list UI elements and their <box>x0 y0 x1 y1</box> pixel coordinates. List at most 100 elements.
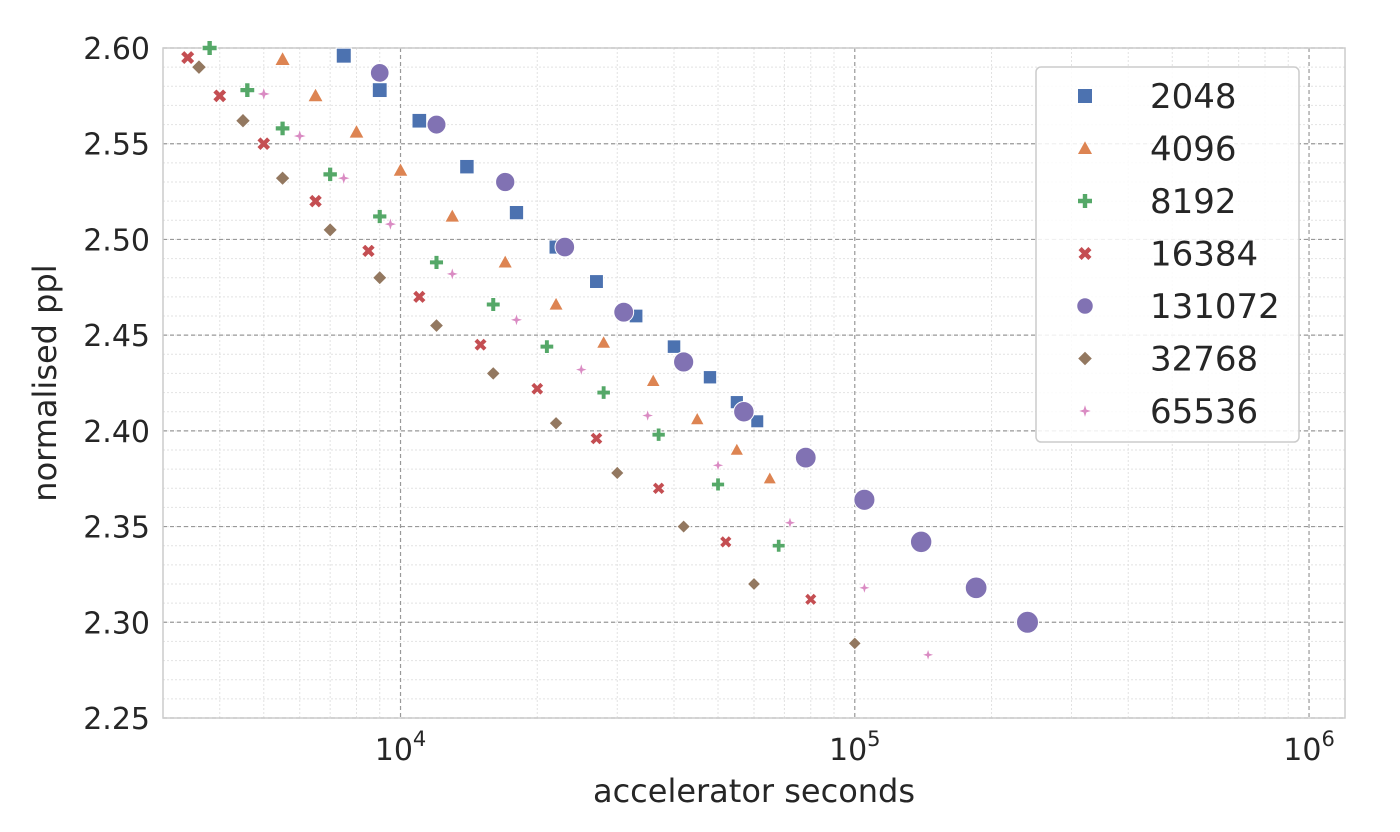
legend-marker <box>1077 245 1093 262</box>
data-point <box>190 58 208 76</box>
data-point <box>609 465 625 481</box>
data-point <box>718 534 733 549</box>
y-tick-label: 2.30 <box>83 606 150 641</box>
data-point <box>676 519 692 534</box>
data-point <box>919 646 937 663</box>
data-point <box>485 297 501 312</box>
data-point <box>733 400 755 423</box>
data-point <box>771 538 786 553</box>
data-point <box>211 88 228 104</box>
data-point <box>274 170 291 187</box>
legend-marker <box>1076 139 1094 155</box>
data-point <box>239 82 256 99</box>
data-point <box>964 576 988 600</box>
data-point <box>651 481 666 496</box>
series-131072 <box>369 63 1039 634</box>
x-tick-label: 106 <box>1283 727 1335 768</box>
data-point <box>371 269 388 286</box>
y-axis: 2.25 2.30 2.35 2.40 2.45 2.50 2.55 2.60 <box>83 32 150 737</box>
data-point <box>459 158 475 175</box>
series-16384 <box>179 49 818 607</box>
legend-marker <box>1075 401 1095 421</box>
data-point <box>372 208 388 225</box>
data-point <box>613 301 635 323</box>
data-point <box>495 171 516 193</box>
data-point <box>746 576 762 592</box>
data-points <box>179 40 1039 663</box>
data-point <box>411 112 428 129</box>
data-point <box>307 193 324 209</box>
data-point <box>496 253 514 269</box>
data-point <box>909 530 933 554</box>
data-point <box>847 636 862 651</box>
y-tick-label: 2.40 <box>83 415 150 450</box>
y-tick-label: 2.35 <box>83 511 150 546</box>
x-tick-label: 105 <box>829 727 881 768</box>
data-point <box>589 431 604 446</box>
data-point <box>290 126 309 146</box>
data-point <box>554 236 576 258</box>
data-point <box>428 254 445 270</box>
y-tick-label: 2.50 <box>83 223 150 258</box>
data-point <box>273 50 292 66</box>
data-point <box>443 265 462 283</box>
data-point <box>548 415 564 431</box>
legend: 2048 4096 8192 16384 131072 32768 65536 <box>1035 66 1300 443</box>
data-point <box>371 82 388 99</box>
data-point <box>710 477 726 492</box>
series-4096 <box>273 50 778 485</box>
data-point <box>702 370 718 385</box>
data-point <box>234 112 252 129</box>
y-tick-label: 2.25 <box>83 702 150 737</box>
series-32768 <box>190 58 862 651</box>
data-point <box>254 84 273 104</box>
data-point <box>589 274 604 289</box>
data-point <box>322 221 339 238</box>
data-point <box>473 337 488 353</box>
data-point <box>853 488 876 511</box>
data-point <box>426 114 447 135</box>
data-point <box>428 317 445 334</box>
data-point <box>443 207 461 223</box>
data-point <box>508 204 525 221</box>
plot-frame <box>162 47 1346 719</box>
data-point <box>689 410 706 426</box>
data-point <box>666 339 682 354</box>
data-point <box>539 339 555 354</box>
legend-marker <box>1077 88 1093 104</box>
data-point <box>360 243 377 259</box>
data-point <box>547 295 565 311</box>
data-point <box>803 592 818 607</box>
y-axis-title: normalised ppl <box>26 264 64 501</box>
data-point <box>274 120 291 137</box>
data-point <box>856 579 873 597</box>
legend-label: 32768 <box>1150 340 1258 380</box>
x-axis-title: accelerator seconds <box>593 772 915 810</box>
data-point <box>322 166 338 183</box>
legend-label: 131072 <box>1150 287 1280 327</box>
data-point <box>794 446 817 469</box>
data-point <box>595 334 612 349</box>
data-point <box>369 63 390 83</box>
y-tick-label: 2.45 <box>83 319 150 354</box>
data-point <box>651 427 666 442</box>
data-point <box>781 514 799 532</box>
data-point <box>179 49 196 66</box>
data-point <box>750 414 765 429</box>
data-point <box>392 161 409 177</box>
data-point <box>335 47 352 64</box>
data-point <box>673 351 695 373</box>
data-point <box>201 40 218 56</box>
x-axis: 104 105 106 <box>375 727 1335 768</box>
legend-marker <box>1076 350 1094 367</box>
data-point <box>596 385 611 400</box>
data-point <box>645 372 662 388</box>
data-point <box>485 365 501 382</box>
data-point <box>1015 610 1039 634</box>
legend-label: 4096 <box>1150 130 1237 170</box>
series-65536 <box>254 84 937 663</box>
legend-marker <box>1076 297 1094 315</box>
data-point <box>572 360 590 379</box>
legend-label: 65536 <box>1150 392 1258 432</box>
